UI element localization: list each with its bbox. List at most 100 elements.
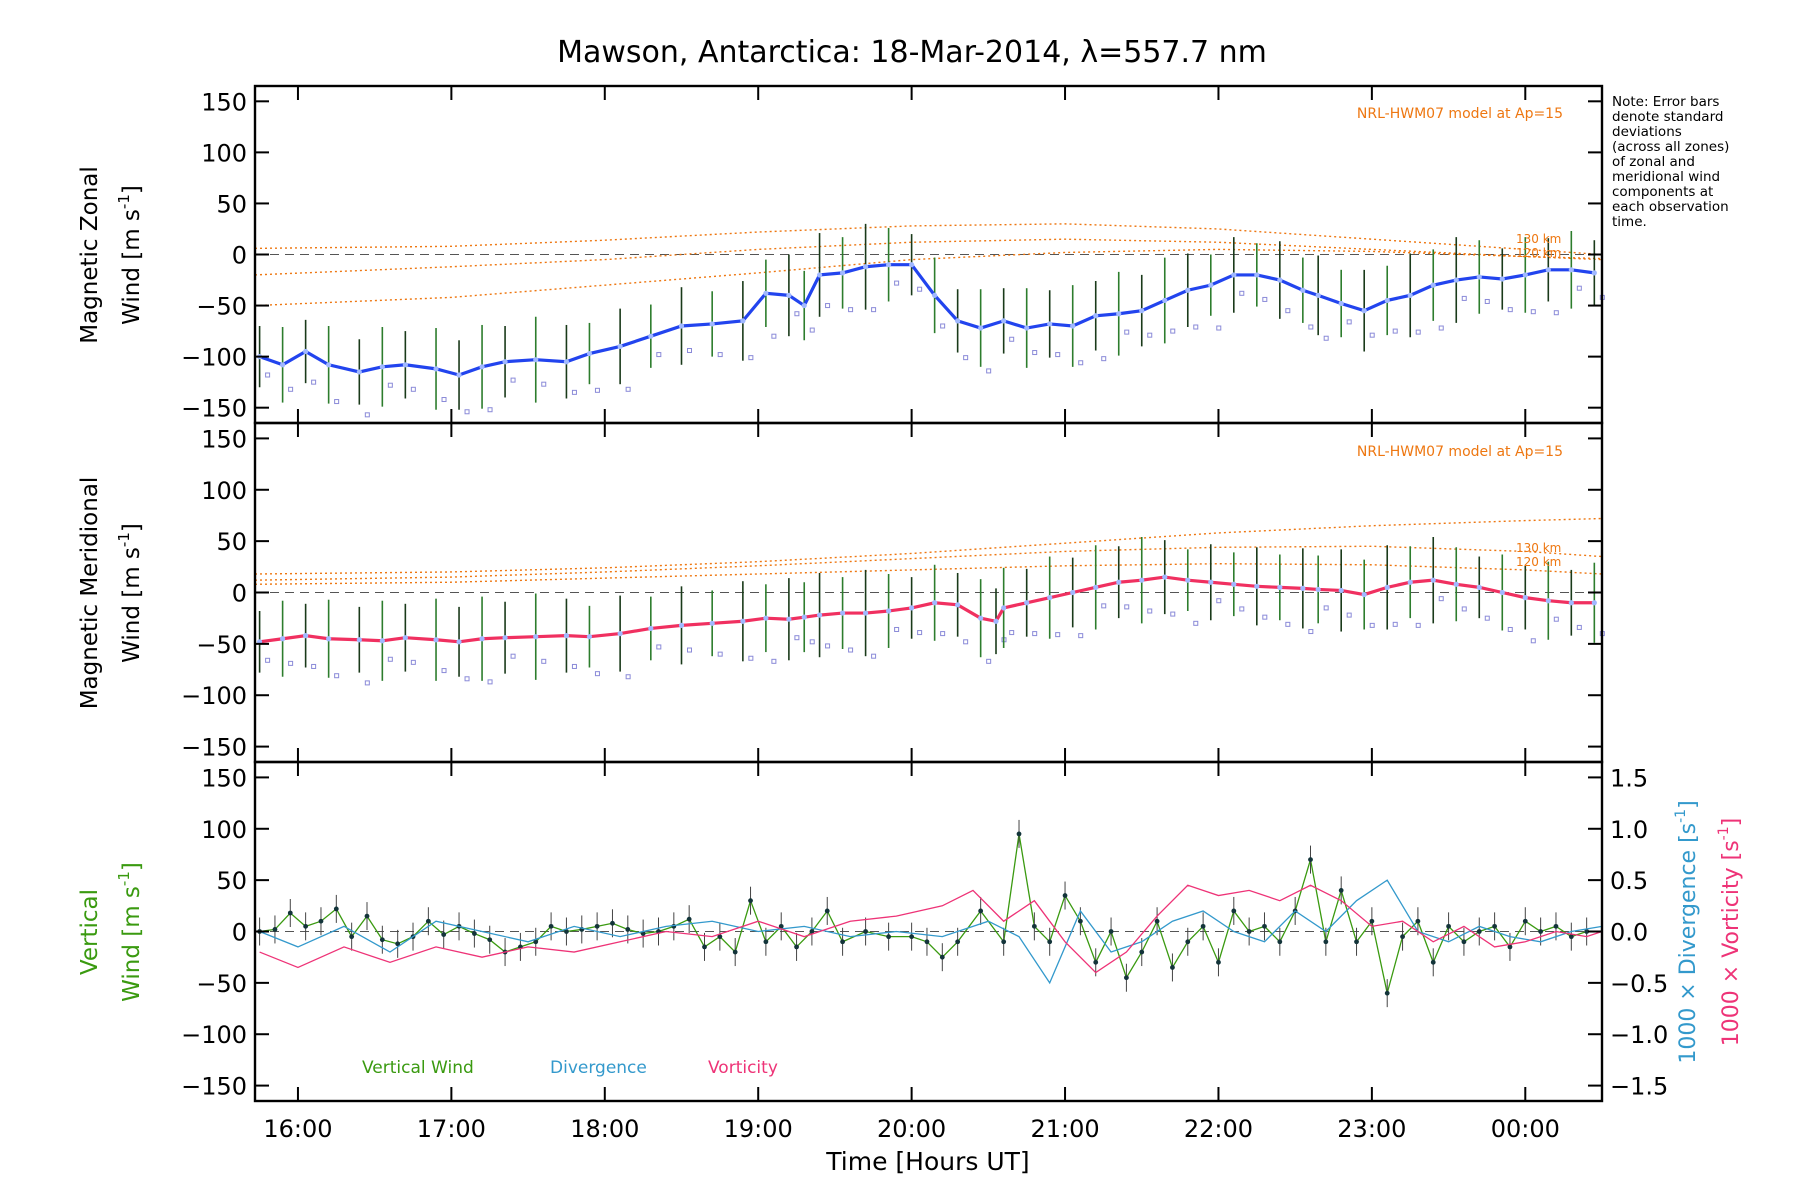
vertical-wind-point (1200, 923, 1206, 929)
zone-marker (963, 355, 969, 361)
vertical-wind-point (1216, 959, 1221, 965)
series-point (402, 362, 408, 368)
series-point (1208, 579, 1214, 585)
model-curve (254, 238, 1603, 276)
vertical-wind-point (1461, 939, 1467, 945)
vertical-wind-point (610, 920, 615, 926)
vertical-wind-point (955, 939, 961, 945)
y-tick-label: 0 (232, 242, 247, 270)
series-point (433, 637, 439, 643)
zone-marker (1392, 621, 1398, 627)
zone-marker (1346, 319, 1352, 325)
series-point (456, 372, 462, 378)
series-point (1254, 272, 1260, 278)
zone-marker (1285, 621, 1291, 627)
series-point (1384, 297, 1390, 304)
zone-marker (1170, 611, 1176, 617)
vertical-wind-point (1246, 929, 1252, 934)
vertical-wind-point (924, 939, 930, 945)
x-axis-ticks: 16:00 17:00 18:00 19:00 20:00 21:00 22:00 23:00… (263, 1115, 1560, 1143)
y-tick-label: −150 (181, 1073, 247, 1101)
vertical-wind-point (1446, 923, 1451, 929)
vertical-wind-point (1262, 923, 1267, 929)
zonal-model-alt-120: 120 km (1516, 246, 1561, 260)
series-point (1185, 287, 1191, 293)
y-tick-label: 100 (201, 139, 247, 167)
meridional-ylabel-line1: Magnetic Meridional (77, 477, 103, 710)
series-point (1568, 600, 1574, 606)
series-point (563, 633, 570, 639)
vertical-wind-point (333, 906, 339, 912)
series-point (1453, 277, 1459, 283)
series-point (1430, 282, 1436, 288)
series-point (801, 614, 807, 620)
vertical-wind-point (1170, 965, 1175, 970)
zone-marker (1147, 608, 1153, 614)
vertical-wind-point (1001, 939, 1007, 945)
zone-marker (917, 286, 923, 292)
vertical-wind-point (318, 918, 324, 924)
vertical-wind-point (395, 941, 401, 947)
vertical-wind-point (748, 898, 753, 904)
zone-marker (1530, 309, 1536, 315)
meridional-model-alt-120: 120 km (1516, 555, 1561, 569)
legend-vorticity: Vorticity (708, 1058, 778, 1078)
series-point (533, 357, 539, 363)
zone-marker (410, 386, 416, 392)
vertical-wind-point (702, 944, 707, 950)
zonal-ylabel-sup: -1 (115, 194, 133, 209)
series-point (862, 610, 869, 616)
vertical-ylabel-line2: Wind [m s-1] (115, 862, 145, 1002)
vertical-wind-point (349, 934, 355, 940)
series-point (709, 620, 715, 626)
zone-marker (1124, 604, 1130, 610)
zone-marker (334, 399, 340, 405)
vertical-wind-point (287, 910, 293, 916)
series-point (1545, 267, 1551, 273)
meridional-ylabel: Magnetic Meridional Wind [m s-1] (77, 477, 145, 710)
vertical-wind-point (625, 927, 631, 932)
series-point (763, 615, 769, 621)
series-point (1522, 272, 1528, 278)
vertical-wind-point (1584, 929, 1590, 934)
series-point (1231, 581, 1237, 587)
zone-marker (1323, 335, 1329, 341)
zone-marker (1507, 626, 1513, 632)
zone-marker (1170, 328, 1176, 334)
x-tick-label: 20:00 (877, 1115, 946, 1143)
zone-marker (1484, 298, 1490, 304)
zone-marker (986, 368, 992, 374)
series-point (1300, 585, 1306, 591)
y-tick-label: 50 (216, 528, 247, 556)
zone-marker (1576, 285, 1582, 291)
series-point (280, 362, 286, 368)
zone-marker (1285, 308, 1291, 314)
zonal-ylabel: Magnetic Zonal Wind [m s-1] (77, 166, 145, 344)
series-point (978, 325, 984, 331)
vertical-plot-area (255, 819, 1603, 1008)
y-tick-label: 50 (216, 867, 247, 895)
vertical-wind-point (778, 923, 784, 929)
series-point (1338, 300, 1344, 307)
y-tick-label: 100 (201, 477, 247, 505)
zone-marker (771, 658, 777, 664)
zone-marker (441, 397, 447, 403)
series-point (1453, 581, 1459, 587)
zone-marker (387, 656, 393, 662)
x-tick-label: 22:00 (1184, 1115, 1253, 1143)
zone-marker (1147, 332, 1153, 338)
note-line: denote standard (1612, 109, 1723, 125)
zone-marker (594, 671, 600, 677)
zone-marker (1308, 629, 1314, 635)
zone-marker (410, 659, 416, 665)
zone-marker (441, 668, 447, 674)
series-point (433, 366, 439, 372)
y-tick-label: 0 (232, 919, 247, 947)
series-point (1499, 276, 1505, 282)
zone-marker (1216, 598, 1222, 604)
x-tick-label: 16:00 (263, 1115, 332, 1143)
zone-marker (1438, 325, 1444, 331)
zone-marker (717, 651, 723, 657)
zone-marker (594, 387, 600, 393)
vertical-wind-point (303, 923, 309, 929)
